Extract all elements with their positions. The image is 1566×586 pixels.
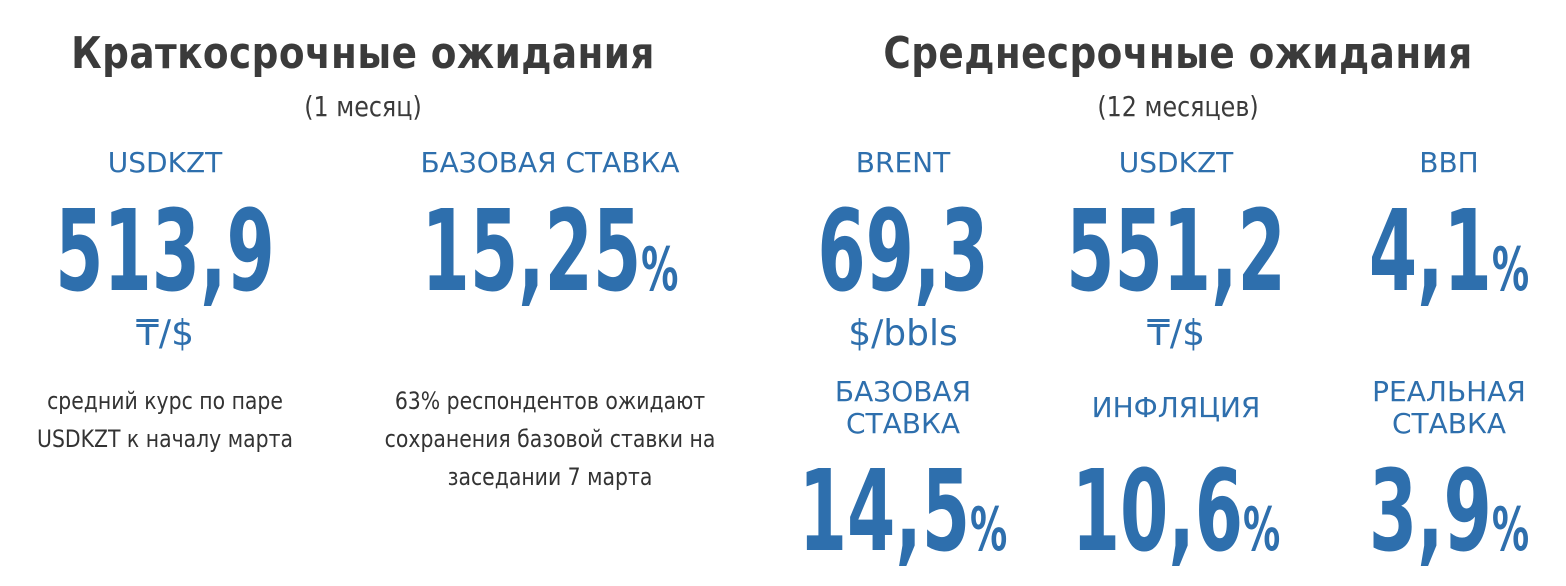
metric-label: USDKZT [107,146,223,179]
big-value: 10,6% [1072,456,1281,586]
metric-label: ИНФЛЯЦИЯ [1091,391,1261,424]
big-value: 14,5% [799,456,1008,586]
note: сохранения базовой ставки на [384,425,716,453]
metric-label: БАЗОВАЯ СТАВКА [420,146,680,179]
big-value: 69,3 [817,196,988,308]
big-value: 551,2 [1066,196,1286,308]
metric-label: БАЗОВАЯ [834,375,972,408]
big-value: 15,25% [422,196,679,326]
suffix: % [1491,235,1530,305]
metric-label: РЕАЛЬНАЯ [1372,375,1526,408]
note: USDKZT к началу марта [37,425,293,453]
value: 69,3 [817,187,989,317]
note: средний курс по паре [47,387,283,415]
value: 10,6 [1071,447,1244,577]
unit: ₸/$ [136,313,194,354]
section-subtitle: (12 месяцев) [1097,90,1259,123]
suffix: % [1243,495,1281,565]
suffix: % [641,235,679,305]
value: 15,25 [421,187,642,317]
note: заседании 7 марта [447,463,653,491]
value: 14,5 [798,447,971,577]
value: 3,9 [1368,447,1492,577]
metric-label: USDKZT [1118,146,1234,179]
section-title: Краткосрочные ожидания [71,28,655,79]
metric-label: СТАВКА [1391,407,1507,440]
value: 513,9 [55,187,275,317]
suffix: % [970,495,1008,565]
section-subtitle: (1 месяц) [304,90,422,123]
big-value: 3,9% [1369,456,1529,586]
page: Краткосрочные ожидания (1 месяц) USDKZT 513… [37,28,1530,568]
value: 4,1 [1368,187,1492,317]
unit: $/bbls [848,313,958,354]
metric-label: СТАВКА [845,407,961,440]
big-value: 4,1% [1369,196,1529,326]
metric-label: ВВП [1419,146,1479,179]
value: 551,2 [1066,187,1286,317]
metric-label: BRENT [855,146,951,179]
suffix: % [1491,495,1530,565]
section-title: Среднесрочные ожидания [883,28,1473,79]
unit: ₸/$ [1147,313,1205,354]
big-value: 513,9 [55,196,275,308]
note: 63% респондентов ожидают [394,387,706,415]
